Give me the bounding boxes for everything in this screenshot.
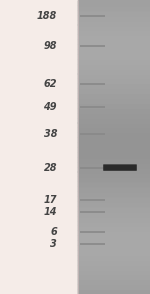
Bar xyxy=(78,235,150,240)
Text: 6: 6 xyxy=(50,227,57,237)
Bar xyxy=(78,24,150,29)
Bar xyxy=(78,64,150,69)
Bar xyxy=(78,216,150,220)
Bar xyxy=(78,176,150,181)
Bar xyxy=(78,69,150,74)
Bar xyxy=(78,230,150,235)
Bar xyxy=(78,49,150,54)
Bar xyxy=(78,29,150,34)
Bar xyxy=(78,127,150,132)
Bar xyxy=(78,88,150,93)
Bar xyxy=(78,39,150,44)
Bar xyxy=(78,211,150,216)
Bar xyxy=(78,142,150,147)
Text: 98: 98 xyxy=(44,41,57,51)
Bar xyxy=(78,181,150,186)
Bar xyxy=(78,108,150,113)
Bar xyxy=(78,279,150,284)
Bar xyxy=(78,147,150,152)
Bar xyxy=(78,83,150,88)
Bar xyxy=(78,93,150,98)
Bar xyxy=(0,0,78,294)
Bar xyxy=(78,98,150,103)
Bar xyxy=(78,113,150,118)
Bar xyxy=(78,10,150,15)
Bar xyxy=(78,162,150,167)
Bar xyxy=(78,270,150,274)
Text: 14: 14 xyxy=(44,207,57,217)
Bar xyxy=(78,289,150,294)
Bar xyxy=(78,103,150,108)
Text: 188: 188 xyxy=(37,11,57,21)
Bar xyxy=(78,265,150,270)
Bar xyxy=(78,157,150,162)
Text: 49: 49 xyxy=(44,102,57,112)
Bar xyxy=(78,78,150,83)
Bar xyxy=(78,123,150,127)
Bar xyxy=(78,196,150,201)
Text: 3: 3 xyxy=(50,239,57,249)
Bar xyxy=(78,274,150,279)
Bar xyxy=(78,260,150,265)
Bar xyxy=(78,255,150,260)
Text: 62: 62 xyxy=(44,79,57,89)
Bar xyxy=(78,167,150,171)
Bar xyxy=(78,191,150,196)
Bar xyxy=(78,250,150,255)
Bar xyxy=(78,44,150,49)
Bar xyxy=(78,15,150,20)
Bar xyxy=(78,137,150,142)
Bar xyxy=(78,20,150,24)
Bar xyxy=(78,152,150,157)
Bar xyxy=(78,0,150,5)
Bar xyxy=(78,5,150,10)
Bar xyxy=(78,0,150,294)
Bar xyxy=(78,34,150,39)
Bar xyxy=(78,220,150,225)
Text: 28: 28 xyxy=(44,163,57,173)
Text: 38: 38 xyxy=(44,129,57,139)
Bar xyxy=(78,284,150,289)
Bar xyxy=(78,118,150,123)
Bar xyxy=(78,74,150,78)
Bar xyxy=(78,206,150,211)
Bar xyxy=(78,186,150,191)
Bar xyxy=(78,240,150,245)
FancyBboxPatch shape xyxy=(103,164,137,171)
Bar xyxy=(78,54,150,59)
Bar xyxy=(78,59,150,64)
Bar xyxy=(78,201,150,206)
Bar xyxy=(78,225,150,230)
Bar xyxy=(78,245,150,250)
Text: 17: 17 xyxy=(44,195,57,205)
Bar xyxy=(78,171,150,176)
Bar xyxy=(78,132,150,137)
